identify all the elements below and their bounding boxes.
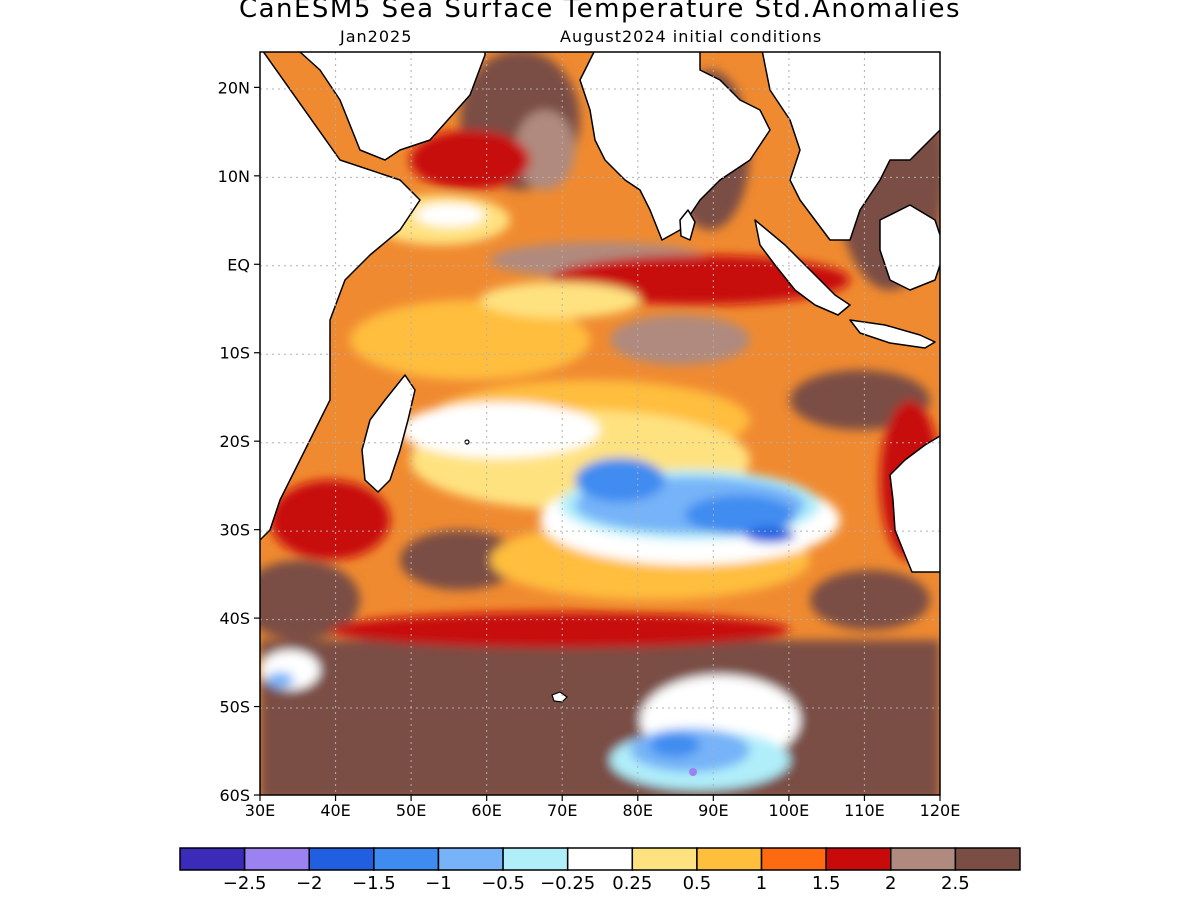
sri-lanka-land (679, 209, 696, 241)
x-tick-label: 90E (698, 801, 728, 820)
x-tick-label: 30E (245, 801, 275, 820)
y-tick-label: 10N (218, 167, 250, 186)
borneo-land (879, 204, 940, 291)
y-axis: 20N 10N EQ 10S 20S 30S 40S 50S 60S (218, 78, 260, 805)
colorbar-swatch (308, 847, 375, 871)
subtitle-forecast-month: Jan2025 (340, 27, 413, 46)
colorbar-swatch (437, 847, 504, 871)
y-tick-label: 20N (218, 78, 250, 97)
reunion-island (464, 439, 470, 445)
islands (464, 439, 568, 703)
sumatra-land (754, 219, 851, 316)
y-tick-label: 50S (219, 698, 250, 717)
java-land (849, 319, 936, 349)
y-tick-label: 30S (219, 521, 250, 540)
x-tick-label: 120E (920, 801, 961, 820)
colorbar-label: −0.5 (481, 873, 525, 894)
colorbar-label: −1 (425, 873, 452, 894)
y-tick-label: 10S (219, 344, 250, 363)
plot-frame (259, 51, 941, 796)
madagascar-land (361, 374, 416, 493)
colorbar-label: 2 (885, 873, 897, 894)
colorbar-label: 1.5 (811, 873, 841, 894)
australia-land (889, 435, 940, 573)
land-masses (260, 52, 940, 573)
colorbar-label: 0.25 (612, 873, 653, 894)
colorbar-swatch (631, 847, 698, 871)
x-tick-label: 60E (471, 801, 501, 820)
x-tick-label: 70E (547, 801, 577, 820)
colorbar-label: −1.5 (351, 873, 396, 894)
y-tick-label: 20S (219, 432, 250, 451)
colorbar-swatch (890, 847, 957, 871)
colorbar-label: 0.5 (682, 873, 712, 894)
x-tick-label: 100E (769, 801, 810, 820)
y-tick-label: EQ (227, 255, 250, 274)
colorbar-label: 2.5 (941, 873, 970, 894)
subtitle-initial-conditions: August2024 initial conditions (560, 27, 823, 46)
kerguelen-island (551, 691, 568, 703)
colorbar-swatch (566, 847, 634, 871)
y-tick-label: 60S (219, 786, 250, 805)
colorbar-swatch (243, 847, 310, 871)
x-tick-label: 110E (844, 801, 885, 820)
chart-title: CanESM5 Sea Surface Temperature Std.Anom… (238, 0, 962, 24)
colorbar-swatch (696, 847, 763, 871)
colorbar-swatch (502, 847, 569, 871)
colorbar-label: 1 (755, 873, 768, 894)
colorbar-label: −0.25 (540, 873, 596, 894)
colorbar-swatch (373, 847, 440, 871)
x-tick-label: 40E (320, 801, 350, 820)
x-axis: 30E 40E 50E 60E 70E 80E 90E 100E 110E 120E (245, 795, 961, 820)
colorbar-label: −2 (295, 873, 323, 894)
colorbar-swatch (825, 847, 892, 871)
y-tick-label: 40S (219, 609, 250, 628)
southeast-asia-land (761, 52, 940, 241)
colorbar-swatch (179, 847, 246, 871)
colorbar-swatch (954, 847, 1021, 871)
x-tick-label: 50E (396, 801, 426, 820)
x-tick-label: 80E (623, 801, 653, 820)
anomaly-field (260, 52, 940, 795)
colorbar (179, 847, 1021, 871)
colorbar-swatch (760, 847, 827, 871)
colorbar-label: −2.5 (222, 873, 267, 894)
lat-lon-grid (260, 52, 940, 795)
